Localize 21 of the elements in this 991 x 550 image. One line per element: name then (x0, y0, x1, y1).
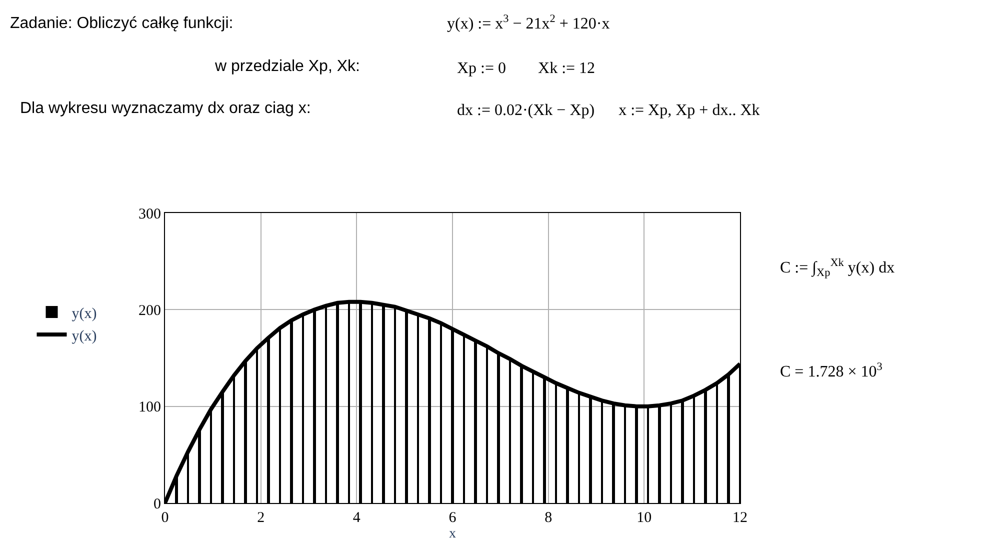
x-tick-label: 12 (732, 510, 748, 526)
text: dx := 0.02·(Xk − Xp) x := Xp, Xp + dx.. Xk (457, 102, 760, 119)
text: Zadanie: Obliczyć całkę funkcji: (10, 15, 234, 32)
text: C = 1.728 × 10$^{3}$ (780, 361, 883, 381)
text: Xp := 0 Xk := 12 (457, 60, 596, 77)
x-tick-label: 10 (636, 510, 652, 526)
x-tick-label: 8 (544, 510, 552, 526)
x-tick-label: 2 (257, 510, 265, 526)
text: w przedziale Xp, Xk: (214, 58, 360, 75)
y-tick-label: 0 (154, 496, 161, 512)
legend-label: y(x) (72, 306, 97, 322)
y-tick-label: 200 (138, 302, 161, 319)
legend-label: y(x) (72, 328, 97, 344)
text: y(x) := x$^{3}$ − 21x$^{2}$ + 120·x (447, 13, 610, 33)
text: C := ∫$_{Xp}$$^{Xk}$ y(x) dx (780, 257, 895, 280)
x-tick-label: 4 (352, 510, 361, 526)
y-tick-label: 300 (138, 206, 161, 222)
x-tick-label: 6 (448, 510, 457, 526)
text: Dla wykresu wyznaczamy dx oraz ciag x: (20, 100, 311, 117)
x-axis-title: x (449, 526, 456, 542)
y-tick-label: 100 (138, 400, 161, 416)
